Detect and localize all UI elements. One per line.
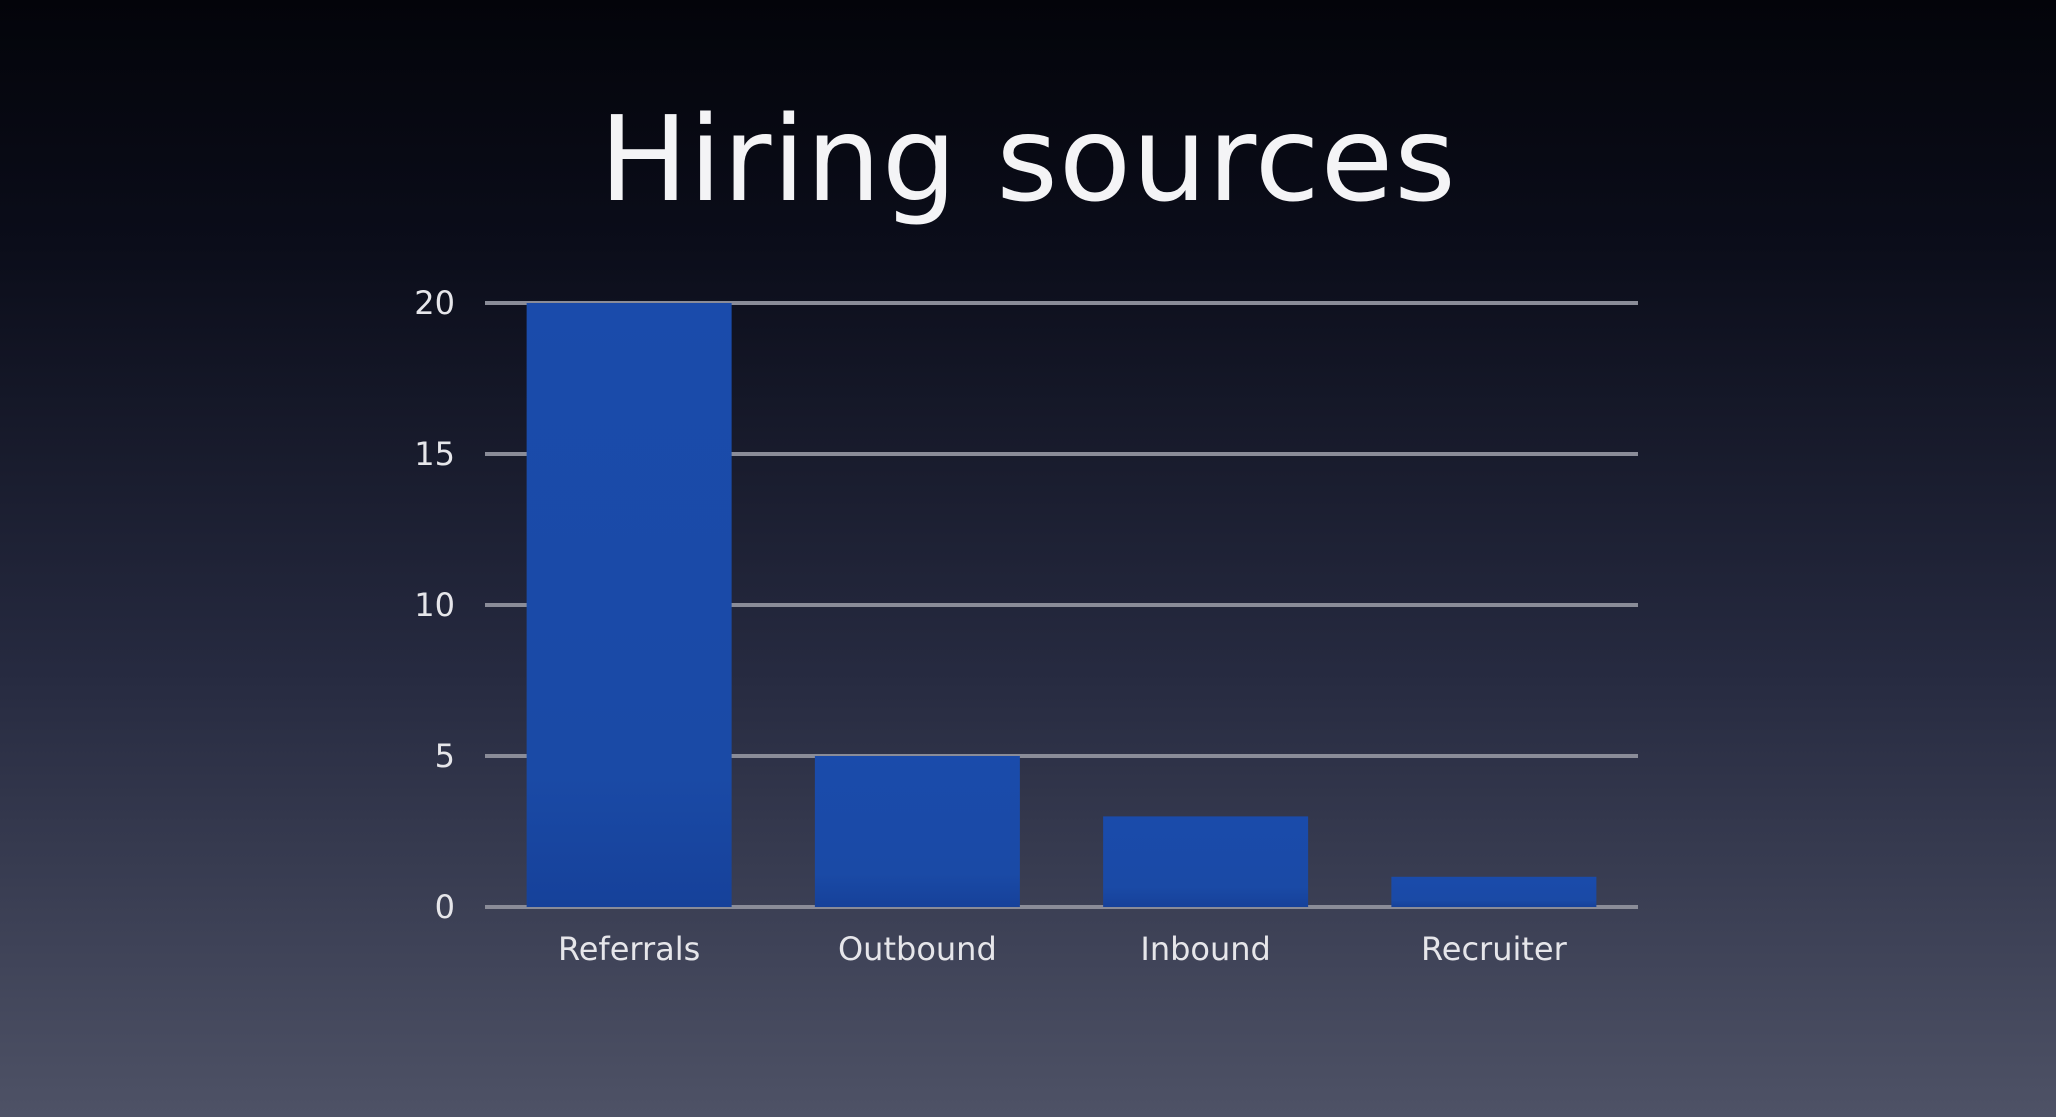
y-tick-label-5: 5 [435,737,455,775]
x-category-label-referrals: Referrals [558,930,700,968]
bar-recruiter [1391,876,1597,907]
x-category-label-recruiter: Recruiter [1421,930,1568,968]
y-tick-label-20: 20 [414,284,455,322]
x-axis-labels: Referrals Outbound Inbound Recruiter [558,930,1568,968]
y-tick-label-0: 0 [435,888,455,926]
y-tick-label-15: 15 [414,435,455,473]
x-category-label-outbound: Outbound [838,930,997,968]
bars [526,303,1597,907]
x-category-label-inbound: Inbound [1140,930,1270,968]
bar-inbound [1103,816,1309,907]
chart-title: Hiring sources [599,90,1457,228]
bar-outbound [814,756,1020,907]
y-tick-label-10: 10 [414,586,455,624]
y-axis-ticks: 0 5 10 15 20 [414,284,455,926]
bar-referrals [526,303,732,907]
